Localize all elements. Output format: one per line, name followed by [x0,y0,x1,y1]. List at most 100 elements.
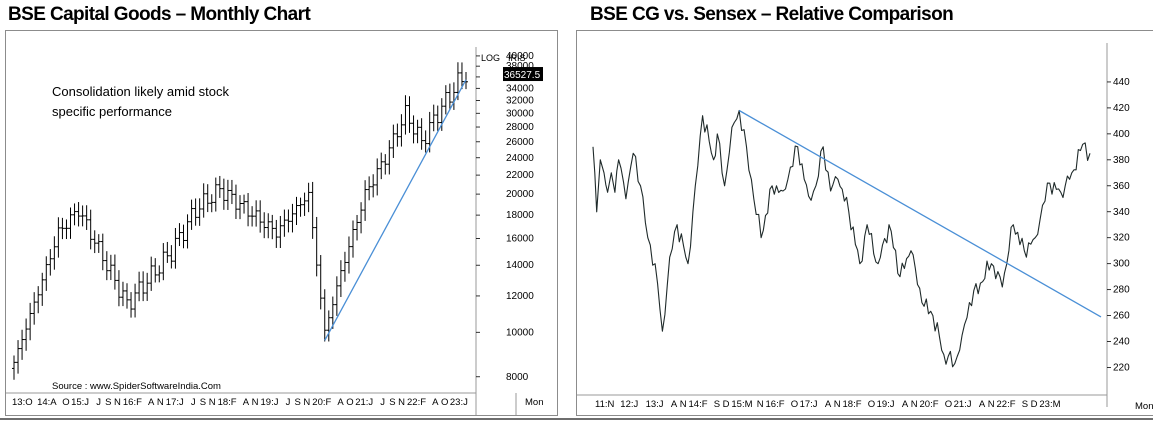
ohlc-bar [64,219,69,240]
left-y-tick-label: 18000 [506,210,534,221]
right-x-tick-label: 18:F [843,399,862,410]
ohlc-bar [60,217,65,240]
ohlc-bar [459,62,464,90]
ohlc-bar [375,158,380,196]
ohlc-bar [137,271,142,302]
ohlc-bar [52,236,57,270]
log-scale-label: LOG [481,53,500,63]
source-label: Source : www.SpiderSoftwareIndia.Com [52,381,221,392]
right-x-tick-label: A [902,399,909,410]
left-y-tick-label: 22000 [506,170,534,181]
ohlc-bar [209,194,214,213]
bse-capital-goods-monthly-chart: LOG IRIS 8000 10000 12000 14000 16000 18000 2000… [6,47,543,415]
ohlc-bar [197,198,202,226]
left-x-tick-label: A [148,397,155,408]
right-x-tick-label: 20:F [920,399,939,410]
ohlc-bar [193,198,198,226]
ohlc-bar [310,181,315,239]
left-x-tick-label: J [286,397,291,408]
ohlc-bar [169,245,174,269]
right-x-tick-label: N [834,399,841,410]
ohlc-bar [229,179,234,205]
left-chart-frame: LOG IRIS 8000 10000 12000 14000 16000 18000 2000… [5,30,558,416]
annotation-line-1: Consolidation likely amid stock [52,84,230,99]
ohlc-bar [213,177,218,212]
ohlc-bar [125,283,129,309]
right-x-tick-label: S [1022,399,1028,410]
ohlc-bar [133,283,138,318]
right-x-tick-label: 11:N [595,399,615,410]
left-chart-title: BSE Capital Goods – Monthly Chart [8,4,311,25]
ohlc-bar [149,256,154,291]
right-y-tick-label: 360 [1113,181,1130,192]
left-x-axis-title: Mon [525,397,543,408]
ohlc-bar [221,178,226,210]
last-value-box [503,67,543,82]
ohlc-bar [72,203,77,226]
ohlc-bar [16,340,21,374]
ohlc-bar [165,241,170,263]
right-x-tick-label: N [911,399,918,410]
ohlc-bar [225,179,230,210]
right-x-tick-label: A [979,399,986,410]
ohlc-bar [298,197,303,217]
ohlc-bar [407,96,412,133]
ohlc-bar [161,243,166,281]
ohlc-bar [290,203,295,233]
ohlc-bar [112,254,117,290]
left-x-tick-label: N [114,397,121,408]
right-x-tick-label: A [825,399,832,410]
left-x-tick-label: A [337,397,344,408]
left-x-tick-label: N [252,397,259,408]
ohlc-bar [415,119,420,144]
right-y-tick-label: 220 [1113,363,1130,374]
right-x-tick-label: 22:F [997,399,1016,410]
ohlc-bar [387,140,392,175]
ohlc-bar [371,174,376,198]
ohlc-bar [238,195,242,220]
ohlc-bar [254,200,259,227]
left-y-tick-label: 24000 [506,153,534,164]
right-y-tick-label: 400 [1113,129,1130,140]
right-y-tick-label: 380 [1113,155,1130,166]
left-y-tick-label: 32000 [506,95,534,106]
ohlc-bar [24,318,29,351]
ohlc-bar [383,154,388,175]
ohlc-bar [40,272,45,306]
left-x-tick-label: N [209,397,216,408]
ohlc-bar [20,329,25,360]
ohlc-bar [262,212,267,239]
ohlc-bar [100,233,105,271]
ohlc-bar [145,272,150,301]
left-x-tick-label: O [441,397,448,408]
ohlc-bar [177,223,182,247]
ohlc-bar [278,215,283,249]
ohlc-bar [270,214,275,240]
ohlc-bar [334,276,339,316]
left-x-tick-label: J [191,397,196,408]
right-x-tick-label: D [1031,399,1038,410]
left-x-tick-label: N [303,397,310,408]
ohlc-bar [338,260,343,297]
left-x-tick-label: 19:J [261,397,279,408]
left-y-tick-label: 34000 [506,83,534,94]
right-y-tick-label: 440 [1113,77,1130,88]
right-x-tick-label: 19:J [877,399,895,410]
left-x-tick-label: 16:F [123,397,142,408]
right-y-tick-label: 260 [1113,311,1130,322]
ohlc-bar [181,224,186,249]
ohlc-bar [205,184,210,213]
left-x-tick-label: 13:O [12,397,33,408]
right-x-tick-label: 23:M [1039,399,1060,410]
left-x-tick-label: 15:J [71,397,89,408]
ohlc-bar [76,202,81,227]
left-x-tick-label: 23:J [450,397,468,408]
ohlc-bar [108,254,113,281]
right-x-tick-label: N [988,399,995,410]
right-x-tick-label: 12:J [620,399,638,410]
left-x-tick-label: 22:F [407,397,426,408]
right-x-tick-label: O [791,399,798,410]
left-x-tick-label: S [389,397,395,408]
right-x-tick-label: D [723,399,730,410]
right-x-tick-label: 16:F [766,399,785,410]
